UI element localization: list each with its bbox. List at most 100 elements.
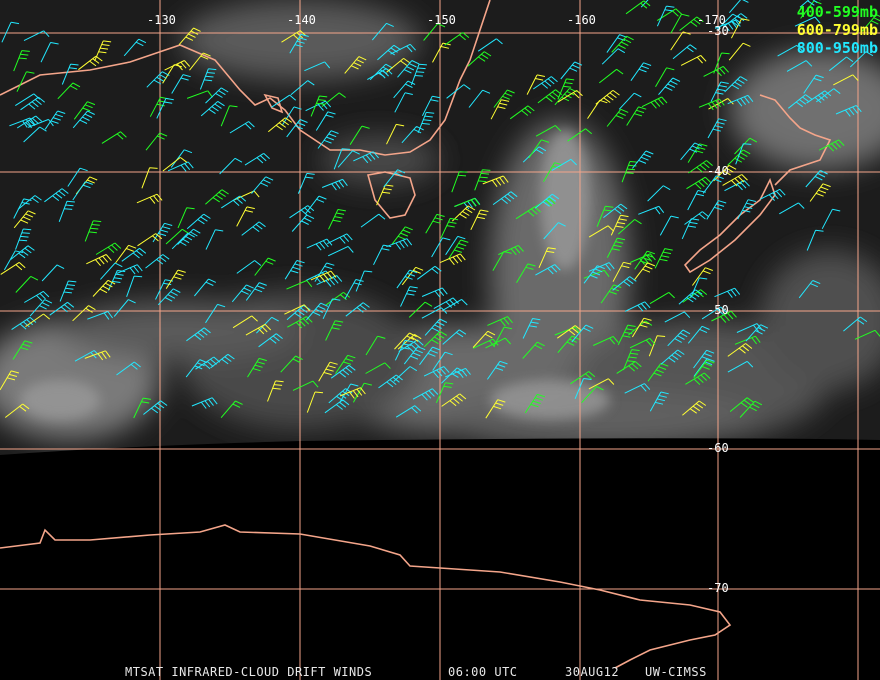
wind-barb xyxy=(724,180,750,192)
wind-barb xyxy=(727,149,751,166)
wind-barb xyxy=(571,324,594,343)
wind-barb xyxy=(310,95,328,117)
longitude-label: -170 xyxy=(697,13,726,27)
wind-barb xyxy=(290,80,315,96)
wind-barb xyxy=(24,290,50,303)
wind-barb xyxy=(526,74,546,95)
wind-barb xyxy=(707,118,727,139)
wind-barb xyxy=(727,94,754,107)
wind-barb xyxy=(736,323,763,333)
wind-barb xyxy=(624,383,651,394)
wind-barb xyxy=(640,0,649,8)
wind-barb xyxy=(286,119,308,138)
wind-barb xyxy=(439,253,466,266)
wind-barb xyxy=(713,52,730,74)
wind-barb xyxy=(445,235,466,256)
wind-barb xyxy=(383,169,406,188)
wind-barb xyxy=(231,284,254,303)
wind-barb xyxy=(786,60,813,72)
wind-barb xyxy=(448,239,469,259)
wind-barb xyxy=(245,323,272,336)
wind-barb xyxy=(538,247,556,269)
wind-barb xyxy=(73,101,96,120)
wind-barb xyxy=(170,149,193,168)
wind-barb xyxy=(327,245,354,257)
wind-barb xyxy=(595,89,620,105)
wind-barb xyxy=(365,362,391,374)
wind-barb xyxy=(165,269,186,289)
wind-barbs xyxy=(0,0,880,419)
wind-barb xyxy=(425,213,445,234)
wind-barb xyxy=(737,199,757,220)
wind-barb xyxy=(15,93,41,107)
wind-barb xyxy=(624,301,651,312)
wind-barb xyxy=(672,44,697,60)
wind-barb xyxy=(205,87,229,104)
wind-barb xyxy=(711,310,737,323)
wind-barb xyxy=(681,218,700,240)
wind-barb xyxy=(287,316,313,329)
longitude-label: -140 xyxy=(287,13,316,27)
wind-barb xyxy=(281,106,302,126)
wind-barb xyxy=(13,50,30,72)
wind-barb xyxy=(403,346,426,365)
wind-barb xyxy=(431,237,451,258)
wind-barb xyxy=(446,84,471,99)
wind-barb xyxy=(10,245,35,260)
wind-barb xyxy=(849,51,874,68)
wind-barb xyxy=(327,233,353,245)
wind-barb xyxy=(72,110,95,129)
wind-barb xyxy=(698,98,725,111)
wind-barb xyxy=(220,105,238,127)
wind-barb xyxy=(617,324,636,346)
wind-barb xyxy=(84,350,111,361)
latitude-label: -40 xyxy=(707,164,729,178)
wind-barb xyxy=(330,364,356,379)
wind-barb xyxy=(435,382,454,404)
wind-barb xyxy=(245,282,267,301)
wind-barb xyxy=(714,19,741,32)
wind-barb xyxy=(612,261,632,282)
wind-barb xyxy=(535,264,561,276)
wind-barb xyxy=(247,357,267,378)
wind-barb xyxy=(191,397,218,409)
wind-barb xyxy=(292,380,319,391)
wind-barb xyxy=(377,44,401,61)
wind-barb xyxy=(492,191,518,206)
wind-barb xyxy=(87,311,114,320)
wind-barb xyxy=(401,266,424,286)
wind-barb xyxy=(15,275,39,293)
wind-barb xyxy=(113,299,136,317)
wind-barb xyxy=(143,400,168,415)
wind-barb xyxy=(687,143,708,163)
wind-barb xyxy=(40,42,59,63)
wind-barb xyxy=(0,370,20,391)
wind-barb xyxy=(186,213,211,230)
time: 06:00 UTC xyxy=(448,665,518,679)
wind-barb xyxy=(281,30,307,43)
wind-barb xyxy=(146,71,170,88)
wind-barb xyxy=(470,209,489,231)
wind-barb xyxy=(157,288,181,306)
wind-barb xyxy=(58,200,75,222)
wind-barb xyxy=(654,248,673,269)
date: 30AUG12 xyxy=(565,665,619,679)
wind-barb xyxy=(306,391,324,413)
wind-barb xyxy=(533,76,558,90)
wind-barb xyxy=(9,117,36,128)
wind-barb xyxy=(393,366,418,382)
wind-barb xyxy=(487,316,513,327)
wind-barb xyxy=(318,361,338,382)
wind-barb xyxy=(286,280,313,290)
wind-barb xyxy=(659,215,679,236)
wind-barb xyxy=(371,22,394,41)
wind-barb xyxy=(171,74,191,94)
wind-barb xyxy=(835,104,862,117)
wind-barb xyxy=(567,128,593,142)
wind-barb xyxy=(162,64,183,84)
wind-barb xyxy=(440,217,459,239)
wind-barb xyxy=(394,339,413,361)
wind-barb xyxy=(391,226,413,245)
wind-barb xyxy=(472,330,496,348)
wind-barb xyxy=(408,301,433,318)
